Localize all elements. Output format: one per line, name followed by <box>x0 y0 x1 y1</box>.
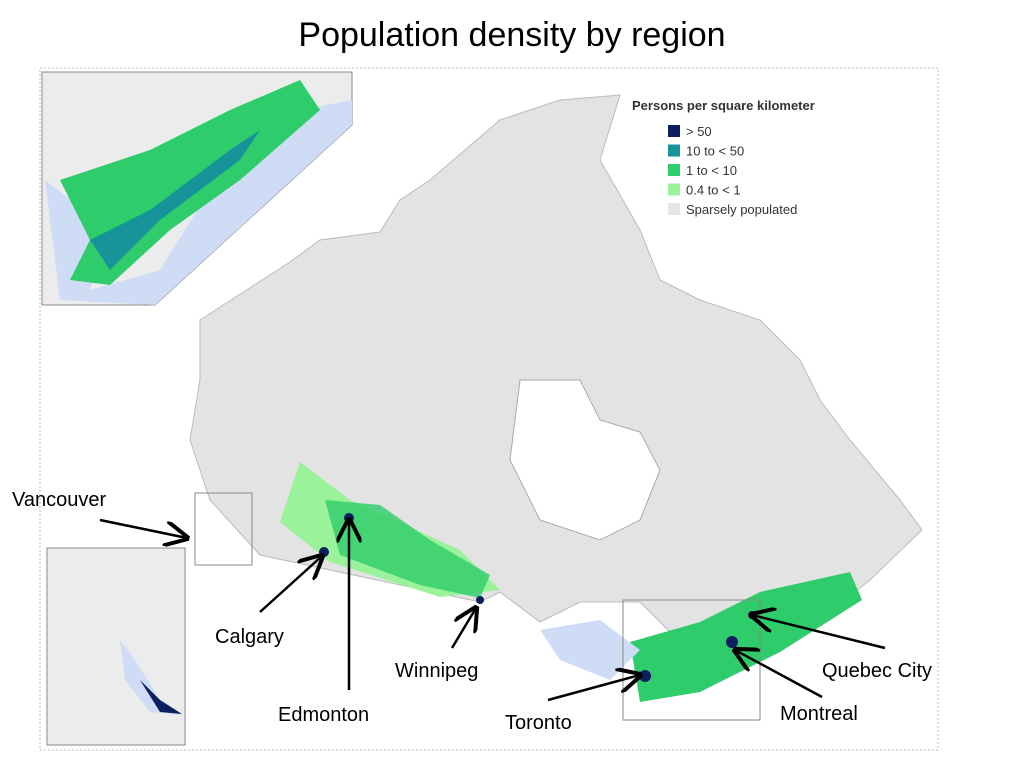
city-arrow <box>735 650 823 699</box>
legend-label: 0.4 to < 1 <box>686 183 741 198</box>
legend-swatch <box>668 144 680 157</box>
city-label: Vancouver <box>12 489 106 511</box>
city-label: Quebec City <box>822 660 932 682</box>
city-arrow <box>99 518 187 538</box>
inset-east <box>41 71 353 306</box>
city-arrow <box>752 615 886 650</box>
city-label: Toronto <box>505 712 572 734</box>
city-label: Winnipeg <box>395 660 478 682</box>
legend: Persons per square kilometer > 50 10 to <… <box>632 98 815 217</box>
inset-west <box>46 547 186 746</box>
legend-title: Persons per square kilometer <box>632 98 815 113</box>
city-arrow <box>547 675 640 702</box>
legend-swatch <box>668 203 680 215</box>
city-arrow <box>259 556 322 613</box>
legend-label: Sparsely populated <box>686 202 797 217</box>
legend-label: 1 to < 10 <box>686 163 737 178</box>
legend-swatch <box>668 164 680 176</box>
city-arrow <box>450 608 476 649</box>
canada-map <box>189 94 923 721</box>
legend-swatch <box>668 125 680 137</box>
legend-swatch <box>668 183 680 196</box>
city-label: Montreal <box>780 703 858 725</box>
city-label: Edmonton <box>278 704 369 726</box>
title: Population density by region <box>298 16 725 54</box>
legend-label: 10 to < 50 <box>686 144 744 159</box>
legend-label: > 50 <box>686 124 712 139</box>
city-label: Calgary <box>215 626 284 648</box>
